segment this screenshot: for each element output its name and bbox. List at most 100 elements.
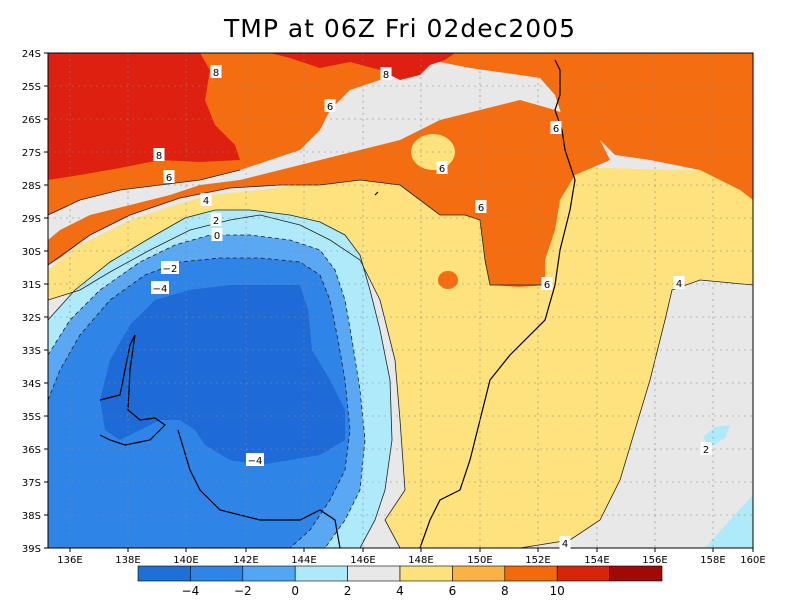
lat-label: 32S xyxy=(22,313,41,324)
lon-label: 138E xyxy=(115,555,140,566)
lon-label: 158E xyxy=(700,555,725,566)
contour-label: 2 xyxy=(213,216,219,227)
lon-label: 136E xyxy=(57,555,82,566)
contour-label-bg xyxy=(475,200,487,213)
colorbar-label: 4 xyxy=(396,584,404,598)
contour-label-bg xyxy=(210,213,222,226)
colorbar-label: −2 xyxy=(234,584,252,598)
coastline xyxy=(99,59,576,548)
contour-label-bg xyxy=(700,442,712,455)
contour-label-bg xyxy=(210,65,222,78)
lon-label: 150E xyxy=(467,555,492,566)
contour-label: 6 xyxy=(544,280,550,291)
region-darkblue xyxy=(100,285,345,465)
lat-label: 30S xyxy=(22,247,41,258)
contour-label-bg xyxy=(246,453,264,466)
contour-label-bg xyxy=(436,161,448,174)
lon-label: 148E xyxy=(408,555,433,566)
contour-label: 6 xyxy=(439,164,445,175)
region-yellow xyxy=(48,168,753,548)
contour-label-bg xyxy=(380,67,392,80)
contour-label: 8 xyxy=(383,70,389,81)
colorbar-label: 6 xyxy=(449,584,457,598)
contour-label-bg xyxy=(153,148,165,161)
contour-label: 6 xyxy=(166,173,172,184)
contour-label: 2 xyxy=(703,445,709,456)
contour-lines xyxy=(48,169,753,548)
lat-label: 35S xyxy=(22,412,41,423)
contour-label-bg xyxy=(200,193,212,206)
lon-label: 140E xyxy=(173,555,198,566)
latitude-axis: 24S 25S 26S 27S 28S 29S 30S 31S 32S 33S 34S 35S 36S 3… xyxy=(22,49,48,555)
contour-label: 8 xyxy=(156,151,162,162)
contour-label-bg xyxy=(151,281,169,294)
lon-label: 160E xyxy=(740,555,765,566)
page-title: TMP at 06Z Fri 02dec2005 xyxy=(224,14,576,43)
lat-label: 37S xyxy=(22,478,41,489)
colorbar-swatch xyxy=(452,565,506,582)
lat-label: 24S xyxy=(22,49,41,60)
colorbar-swatch xyxy=(609,565,663,582)
region-red xyxy=(48,53,240,180)
lat-label: 27S xyxy=(22,148,41,159)
contour-label-bg xyxy=(673,276,685,289)
contour-label: −2 xyxy=(163,264,178,275)
lon-label: 152E xyxy=(525,555,550,566)
contour-label: 6 xyxy=(327,102,333,113)
colorbar-swatch xyxy=(556,565,610,582)
region-orange xyxy=(48,53,753,215)
map-plot-area xyxy=(48,53,753,548)
lat-label: 28S xyxy=(22,181,41,192)
colorbar-swatch xyxy=(347,565,401,582)
contour-lines-negative xyxy=(48,234,366,548)
colorbar-label: 8 xyxy=(501,584,509,598)
region-lightblue-small xyxy=(703,425,730,447)
contour-label: 4 xyxy=(203,196,209,207)
longitude-axis: 136E 138E 140E 142E 144E 146E 148E 150E 152E 154E… xyxy=(57,548,766,566)
lat-label: 36S xyxy=(22,445,41,456)
contour-label: 8 xyxy=(213,68,219,79)
colorbar-label: 0 xyxy=(291,584,299,598)
contour-label-bg xyxy=(163,170,175,183)
lat-label: 25S xyxy=(22,82,41,93)
region-red-2 xyxy=(270,53,455,80)
lat-label: 31S xyxy=(22,280,41,291)
colorbar-swatch xyxy=(294,565,348,582)
contour-label-bg xyxy=(550,121,562,134)
contour-label-bg xyxy=(559,536,571,549)
colorbar-swatch xyxy=(137,565,191,582)
lat-label: 26S xyxy=(22,115,41,126)
lon-label: 154E xyxy=(584,555,609,566)
colorbar: −4 −2 0 2 4 6 8 10 xyxy=(137,565,663,598)
region-orange-spot xyxy=(438,271,458,289)
lon-label: 156E xyxy=(642,555,667,566)
colorbar-label: −4 xyxy=(182,584,200,598)
colorbar-swatch xyxy=(190,565,244,582)
contour-label: −4 xyxy=(248,456,263,467)
contour-label: 4 xyxy=(676,279,682,290)
colorbar-label: 2 xyxy=(344,584,352,598)
lat-label: 38S xyxy=(22,511,41,522)
lat-label: 39S xyxy=(22,544,41,555)
region-lightblue-east xyxy=(705,495,753,548)
region-orange-2 xyxy=(48,100,610,287)
contour-label: −4 xyxy=(153,284,168,295)
lat-label: 34S xyxy=(22,379,41,390)
contour-label-bg xyxy=(324,99,336,112)
lon-label: 144E xyxy=(291,555,316,566)
colorbar-swatch xyxy=(504,565,558,582)
colorbar-swatch xyxy=(399,565,453,582)
contour-label: 0 xyxy=(214,231,220,242)
contour-label-bg xyxy=(161,261,179,274)
contour-label-bg xyxy=(211,228,223,241)
lat-label: 33S xyxy=(22,346,41,357)
contour-label: 6 xyxy=(553,124,559,135)
contour-label: 4 xyxy=(562,539,568,550)
lon-label: 146E xyxy=(350,555,375,566)
contour-label: 6 xyxy=(478,203,484,214)
contour-label-bg xyxy=(541,277,553,290)
colorbar-swatch xyxy=(242,565,296,582)
gridlines xyxy=(48,53,753,548)
